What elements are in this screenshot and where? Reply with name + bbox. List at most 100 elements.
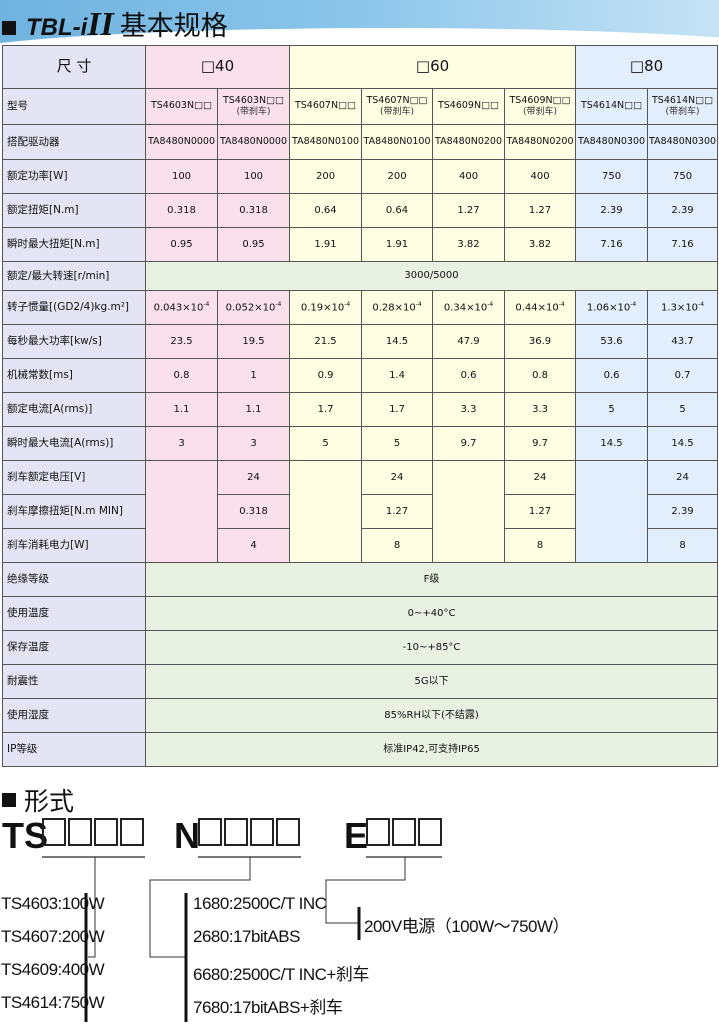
value-text: 14.5 [600, 437, 623, 449]
value-cell: 5 [647, 392, 719, 427]
value-cell: 5 [361, 426, 434, 461]
table-row: 瞬时最大电流[A(rms)] 3 3 5 5 9.7 9.7 14.5 14.5 [2, 426, 719, 461]
exponent: -4 [698, 300, 705, 308]
value-text: 0.28×10 [372, 301, 416, 313]
value-cell: 1.91 [361, 227, 434, 262]
value-text: 0.8 [173, 369, 190, 381]
row-label: 额定电流[A(rms)] [2, 392, 146, 427]
value-text: 0.043×10 [153, 301, 204, 313]
value-cell: 2.39 [575, 193, 649, 228]
value-cell: 14.5 [361, 324, 434, 359]
value-text: 400 [530, 170, 550, 182]
empty-cell [575, 460, 649, 563]
value-text: 400 [458, 170, 479, 182]
value-text: 1.3×10 [661, 301, 699, 313]
value-cell: 19.5 [216, 324, 291, 359]
value-text: 1.27 [528, 204, 552, 216]
value-text: 750 [672, 170, 693, 182]
row-label: 每秒最大功率[kw/s] [2, 324, 146, 359]
value-text: 0.8 [532, 369, 548, 381]
value-cell: 0.6 [432, 358, 506, 393]
title-text: 基本规格 [119, 11, 228, 42]
code-placeholder-box [276, 818, 300, 846]
value-cell: 43.7 [647, 324, 719, 359]
model-number: TS4609N□□ [509, 94, 571, 106]
model-number: TS4603N□□ [222, 94, 285, 106]
value-cell: 8 [361, 528, 434, 563]
table-row: 转子惯量[(GD2/4)kg.m²] 0.043×10 -4 0.052×10-4 0.… [2, 290, 719, 325]
value-cell: 0.7 [647, 358, 719, 393]
model-cell: TS4607N□□ [289, 88, 363, 125]
header-banner [0, 0, 719, 46]
code-placeholder-box [42, 818, 66, 846]
model-cell: TS4603N□□ (带刹车) [216, 88, 291, 125]
value-text: 1.1 [245, 403, 262, 415]
size-group-header: □60 [289, 45, 577, 89]
value-text: 2.39 [600, 204, 623, 216]
value-cell: 47.9 [432, 324, 506, 359]
value-text: 7.16 [600, 238, 623, 250]
value-text: 0.318 [167, 204, 196, 216]
value-cell: 5 [575, 392, 649, 427]
value-text: 0.44×10 [515, 301, 559, 313]
row-label: IP等级 [2, 732, 146, 767]
value-cell: 7.16 [575, 227, 649, 262]
value-cell: TA8480N0200 [432, 124, 506, 160]
value-text: 100 [243, 170, 264, 182]
model-cell: TS4603N□□ [145, 88, 218, 125]
row-label: 型号 [2, 88, 146, 125]
value-cell: 400 [432, 159, 506, 194]
table-row: IP等级 标准IP42,可支持IP65 [2, 732, 719, 767]
value-cell: 8 [504, 528, 577, 563]
code-placeholder-box [418, 818, 442, 846]
value-text: 750 [601, 170, 622, 182]
value-cell: 0.052×10-4 [216, 290, 291, 325]
value-cell: 1.27 [361, 494, 434, 529]
spec-table: 尺 寸 □40 □60 □80 型号 TS4603N□□ TS4603N□□ (带刹车) TS4… [2, 45, 719, 767]
value-cell: 0.6 [575, 358, 649, 393]
value-cell: 0.34×10-4 [432, 290, 506, 325]
row-label: 保存温度 [2, 630, 146, 665]
ts-option: TS4609:400W [1, 960, 105, 979]
row-label: 瞬时最大扭矩[N.m] [2, 227, 146, 262]
value-cell: 1.7 [289, 392, 363, 427]
value-cell: 1.3×10-4 [647, 290, 719, 325]
value-text: 14.5 [385, 335, 409, 347]
value-cell: 0~+40°C [144, 596, 719, 631]
value-text: 0.6 [603, 369, 620, 381]
exponent: -4 [558, 300, 565, 308]
value-cell: TA8480N0000 [145, 124, 218, 160]
value-cell: -10~+85°C [144, 630, 719, 665]
value-text: 5 [393, 437, 401, 449]
value-text: 3.3 [532, 403, 548, 415]
row-label: 刹车额定电压[V] [2, 460, 146, 495]
exponent: -4 [415, 300, 422, 308]
value-text: 0.95 [170, 238, 193, 250]
value-cell: 1.27 [504, 193, 577, 228]
table-row: 尺 寸 □40 □60 □80 [2, 45, 719, 89]
code-placeholder-box [224, 818, 248, 846]
value-text: 3 [250, 437, 257, 449]
value-cell: TA8480N0200 [504, 124, 577, 160]
prefix-e: E [344, 815, 369, 856]
table-row: 绝缘等级 F级 [2, 562, 719, 597]
value-cell: 3 [145, 426, 218, 461]
model-number: TS4609N□□ [437, 100, 500, 112]
value-text: 0.318 [239, 204, 268, 216]
row-label: 转子惯量[(GD2/4)kg.m²] [2, 290, 146, 325]
value-text: 7.16 [671, 238, 694, 250]
value-text: TA8480N0100 [363, 135, 431, 147]
model-number: TS4614N□□ [580, 100, 643, 112]
value-cell: 24 [647, 460, 719, 495]
code-placeholder-box [198, 818, 222, 846]
value-cell: 标准IP42,可支持IP65 [144, 732, 719, 767]
value-text: 0.64 [314, 204, 337, 216]
brake-note: (带刹车) [380, 106, 415, 117]
code-placeholder-box [120, 818, 144, 846]
ts-option: TS4614:750W [1, 993, 105, 1012]
value-cell: TA8480N0300 [647, 124, 719, 160]
value-text: 200 [315, 170, 336, 182]
value-text: 0.64 [385, 204, 409, 216]
value-text: 9.7 [532, 437, 548, 449]
value-cell: 53.6 [575, 324, 649, 359]
